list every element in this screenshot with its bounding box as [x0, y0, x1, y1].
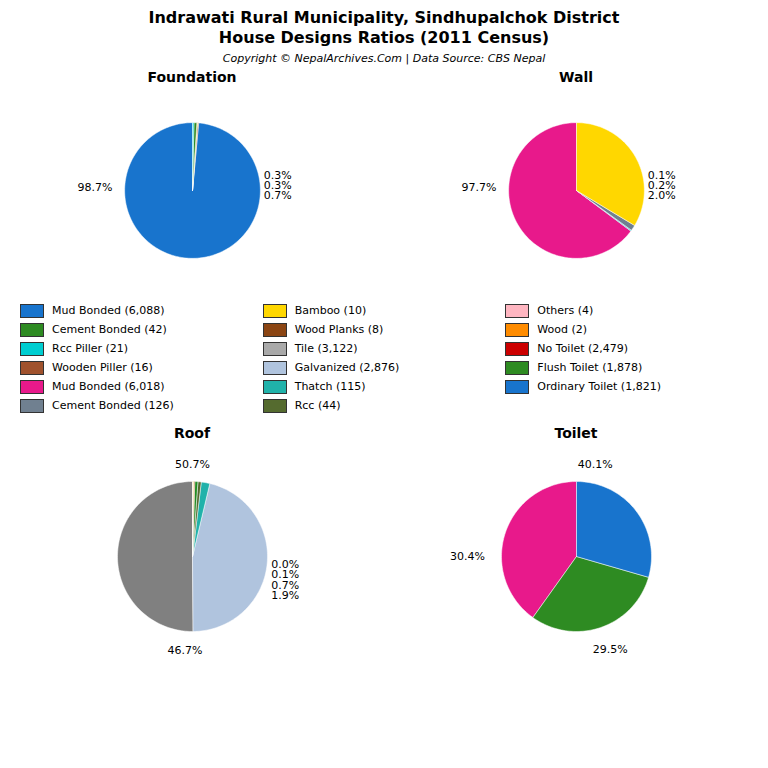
svg-text:0.3%: 0.3% [263, 178, 292, 192]
svg-text:50.7%: 50.7% [175, 458, 210, 471]
svg-text:29.5%: 29.5% [593, 643, 628, 656]
html-text:Ordinary Toilet (1,821): Ordinary Toilet (1,821) [537, 380, 661, 393]
html-text:House Designs Ratios (2011 Cen: House Designs Ratios (2011 Census) [218, 28, 550, 47]
html-text:Indrawati Rural Municipality,: Indrawati Rural Municipality, Sindhupalc… [148, 8, 620, 27]
html-text:Tile (3,122): Tile (3,122) [294, 342, 358, 355]
svg-text:0.1%: 0.1% [271, 568, 300, 581]
svg-text:0.7%: 0.7% [271, 578, 300, 592]
svg-text:0.1%: 0.1% [647, 169, 676, 183]
svg-text:40.1%: 40.1% [578, 458, 613, 471]
html-text:Foundation: Foundation [147, 69, 237, 85]
html-text:Rcc Piller (21): Rcc Piller (21) [52, 342, 129, 355]
html-text:Mud Bonded (6,018): Mud Bonded (6,018) [52, 380, 165, 393]
html-text:Copyright © NepalArchives.Com: Copyright © NepalArchives.Com | Data Sou… [222, 52, 546, 65]
svg-text:2.0%: 2.0% [648, 189, 676, 202]
html-text:Flush Toilet (1,878): Flush Toilet (1,878) [537, 361, 643, 374]
html-text:Roof: Roof [173, 425, 210, 441]
svg-text:98.7%: 98.7% [77, 181, 112, 194]
svg-text:97.7%: 97.7% [461, 181, 496, 194]
svg-text:0.3%: 0.3% [263, 169, 292, 183]
html-text:Others (4): Others (4) [537, 304, 594, 317]
html-text:Wooden Piller (16): Wooden Piller (16) [52, 361, 153, 374]
html-text:Wall: Wall [559, 69, 593, 85]
html-text:No Toilet (2,479): No Toilet (2,479) [537, 342, 629, 355]
html-text:Wood (2): Wood (2) [537, 323, 588, 336]
html-text:Cement Bonded (42): Cement Bonded (42) [52, 323, 167, 336]
html-text:Thatch (115): Thatch (115) [294, 380, 366, 393]
svg-text:46.7%: 46.7% [168, 644, 203, 657]
html-text:Mud Bonded (6,088): Mud Bonded (6,088) [52, 304, 165, 317]
svg-text:1.9%: 1.9% [271, 589, 299, 602]
html-text:Rcc (44): Rcc (44) [294, 399, 341, 412]
html-text:Wood Planks (8): Wood Planks (8) [294, 323, 384, 336]
html-text:Galvanized (2,876): Galvanized (2,876) [294, 361, 400, 374]
html-text:Bamboo (10): Bamboo (10) [294, 304, 367, 317]
svg-text:0.0%: 0.0% [271, 557, 300, 571]
html-text:Cement Bonded (126): Cement Bonded (126) [52, 399, 174, 412]
svg-text:30.4%: 30.4% [450, 550, 485, 563]
html-text:Toilet: Toilet [554, 425, 598, 441]
svg-text:0.7%: 0.7% [264, 189, 292, 202]
svg-text:0.2%: 0.2% [647, 178, 676, 192]
